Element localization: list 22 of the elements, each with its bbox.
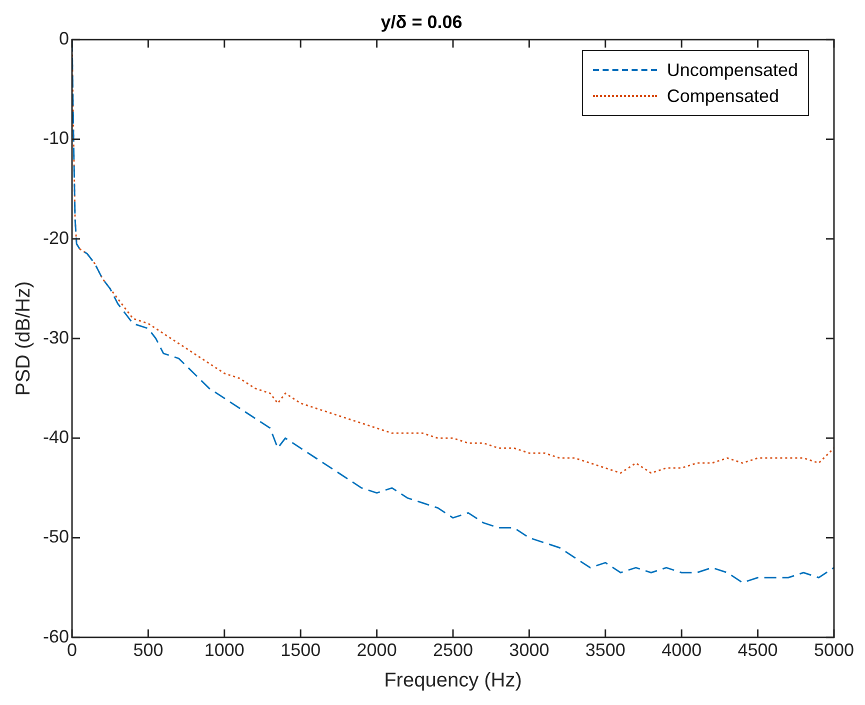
y-tick-label: -40 <box>43 427 70 448</box>
x-tick-label: 500 <box>133 640 164 660</box>
x-tick-label: 1500 <box>280 640 321 660</box>
x-tick-label: 5000 <box>814 640 854 660</box>
y-tick-label: -10 <box>43 128 70 148</box>
x-tick-label: 1000 <box>204 640 244 660</box>
legend-label: Uncompensated <box>666 59 798 82</box>
y-tick-label: 0 <box>59 28 70 49</box>
chart-title: y/δ = 0.06 <box>380 12 462 32</box>
x-tick-label: 2500 <box>432 640 474 660</box>
x-tick-label: 3500 <box>585 640 626 660</box>
x-tick-label: 4000 <box>662 640 702 660</box>
y-axis-title: PSD (dB/Hz) <box>12 281 35 396</box>
x-tick-label: 2000 <box>356 640 397 660</box>
y-tick-label: -50 <box>43 526 70 547</box>
y-tick-label: -60 <box>43 626 70 646</box>
x-tick-label: 4500 <box>738 640 778 660</box>
x-tick-label: 3000 <box>509 640 550 660</box>
legend-label: Compensated <box>666 85 779 108</box>
y-tick-label: -20 <box>43 228 70 248</box>
y-tick-label: -30 <box>43 327 70 348</box>
x-axis-title: Frequency (Hz) <box>384 670 522 692</box>
